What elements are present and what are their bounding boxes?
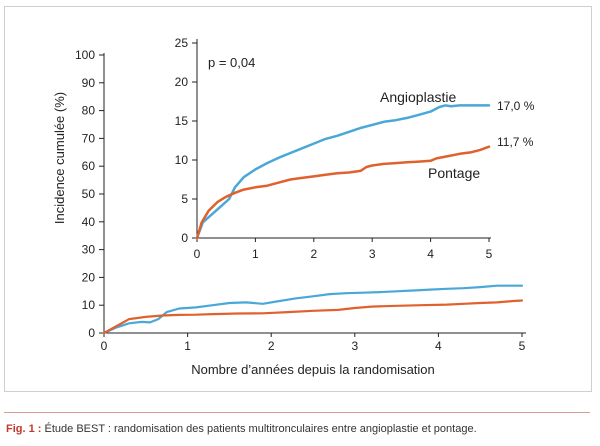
inset-series [195, 104, 491, 240]
inset-y-tick-label: 15 [175, 114, 189, 128]
series-end-label-angioplastie: 17,0 % [497, 99, 535, 113]
series-end-label-pontage: 11,7 % [497, 135, 534, 149]
main-x-axis-label: Nombre d’années depuis la randomisation [191, 362, 435, 377]
caption-divider [4, 412, 590, 413]
main-y-tick-label: 90 [82, 76, 96, 90]
main-y-tick-label: 100 [75, 48, 95, 62]
inset-x-tick-label: 3 [369, 247, 376, 261]
inset-y-tick-label: 10 [175, 153, 189, 167]
inset-y-tick-label: 20 [175, 75, 189, 89]
main-x-tick-label: 3 [351, 339, 358, 353]
main-x-tick-label: 0 [101, 339, 108, 353]
series-label-pontage: Pontage [428, 165, 480, 181]
main-series [102, 284, 524, 335]
main-y-tick-label: 0 [88, 326, 95, 340]
figure-caption: Fig. 1 : Étude BEST : randomisation des … [6, 423, 477, 435]
inset-series-line-0 [195, 104, 491, 240]
main-y-tick-label: 60 [82, 159, 96, 173]
figure-frame [4, 6, 592, 392]
inset-y-tick-label: 5 [181, 192, 188, 206]
inset-x-tick-label: 2 [310, 247, 317, 261]
series-label-angioplastie: Angioplastie [380, 89, 456, 105]
p-value-annotation: p = 0,04 [208, 55, 255, 70]
main-y-tick-label: 20 [82, 270, 96, 284]
main-y-axis-label: Incidence cumulée (%) [52, 92, 67, 224]
inset-x-tick-label: 5 [486, 247, 493, 261]
inset-series-line-1 [195, 145, 491, 240]
inset-chart: 0 1 2 3 4 5 0 5 10 15 20 25 p = 0,04 Angioplastie 1… [175, 34, 535, 264]
main-y-tick-label: 50 [82, 187, 96, 201]
main-x-tick-label: 5 [519, 339, 526, 353]
main-x-tick-label: 2 [268, 339, 275, 353]
caption-text: Étude BEST : randomisation des patients … [44, 423, 477, 435]
main-y-tick-label: 10 [82, 298, 96, 312]
inset-x-tick-label: 0 [194, 247, 201, 261]
main-series-line-0 [102, 284, 524, 335]
inset-background [175, 34, 527, 264]
inset-x-tick-label: 4 [427, 247, 434, 261]
main-y-tick-label: 80 [82, 104, 96, 118]
main-x-tick-label: 1 [184, 339, 191, 353]
main-x-tick-label: 4 [435, 339, 442, 353]
main-y-tick-label: 70 [82, 131, 96, 145]
main-y-tick-label: 40 [82, 215, 96, 229]
inset-y-tick-label: 0 [181, 231, 188, 245]
main-series-line-1 [102, 299, 524, 335]
inset-y-tick-label: 25 [175, 36, 189, 50]
caption-label: Fig. 1 : [6, 423, 42, 435]
inset-axes: 0 1 2 3 4 5 0 5 10 15 20 25 [175, 36, 493, 261]
main-y-tick-label: 30 [82, 243, 96, 257]
inset-x-tick-label: 1 [252, 247, 259, 261]
